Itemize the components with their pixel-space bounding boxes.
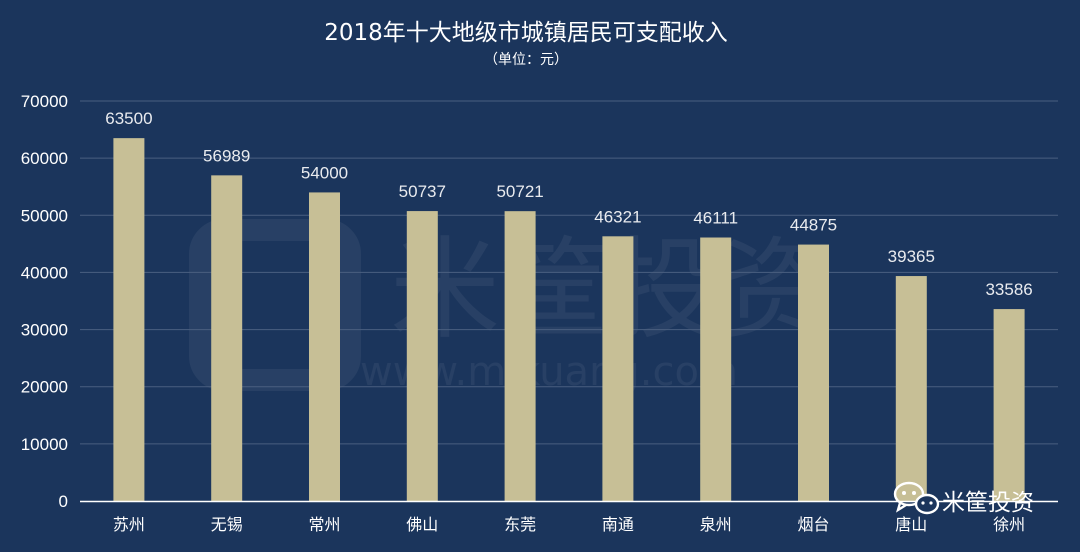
gridlines [80, 100, 1058, 445]
x-tick-label: 泉州 [700, 515, 732, 534]
brand-label: 米筐投资 [942, 490, 1034, 516]
y-tick-label: 10000 [21, 435, 68, 454]
bar [602, 236, 634, 501]
bar [798, 244, 829, 502]
data-labels: 63500 56989 54000 50737 50721 46321 46111 44875… [105, 109, 1032, 299]
y-tick-label: 0 [59, 492, 68, 511]
bars [113, 138, 1025, 502]
chart-title: 2018年十大地级市城镇居民可支配收入 [324, 20, 728, 46]
x-tick-label: 徐州 [993, 515, 1025, 534]
x-tick-label: 常州 [308, 515, 340, 534]
y-tick-label: 50000 [21, 206, 68, 225]
y-tick-label: 20000 [21, 378, 68, 397]
x-axis: 苏州 无锡 常州 佛山 东莞 南通 泉州 烟台 唐山 徐州 [113, 515, 1025, 534]
x-tick-label: 唐山 [895, 515, 927, 534]
bar [895, 276, 927, 501]
bar [504, 211, 536, 501]
watermark-logo-icon [189, 219, 361, 391]
data-label: 33586 [985, 280, 1032, 299]
data-label: 63500 [105, 109, 152, 128]
data-label: 56989 [203, 146, 250, 165]
data-label: 39365 [888, 247, 935, 266]
bar [211, 175, 243, 501]
y-axis: 0 10000 20000 30000 40000 50000 60000 70000 [21, 92, 68, 511]
data-label: 46111 [693, 209, 738, 228]
x-tick-label: 苏州 [113, 515, 145, 534]
data-label: 54000 [301, 163, 348, 182]
data-label: 50737 [399, 182, 446, 201]
x-tick-label: 烟台 [797, 515, 829, 534]
y-tick-label: 60000 [21, 149, 68, 168]
bar [993, 309, 1025, 501]
bar [406, 211, 438, 501]
data-label: 44875 [790, 216, 837, 235]
y-tick-label: 40000 [21, 263, 68, 282]
x-tick-label: 南通 [602, 515, 634, 534]
x-tick-label: 无锡 [211, 515, 243, 534]
data-label: 46321 [594, 207, 641, 226]
bar [309, 192, 340, 501]
wechat-icon [893, 481, 940, 515]
x-tick-label: 东莞 [504, 515, 536, 534]
bar [700, 237, 732, 501]
bar [113, 138, 145, 501]
y-tick-label: 70000 [21, 92, 68, 111]
x-tick-label: 佛山 [406, 515, 438, 534]
brand-mark: 米筐投资 [893, 481, 1034, 516]
data-label: 50721 [496, 182, 543, 201]
chart-subtitle: （单位：元） [484, 52, 568, 68]
y-tick-label: 30000 [21, 321, 68, 340]
